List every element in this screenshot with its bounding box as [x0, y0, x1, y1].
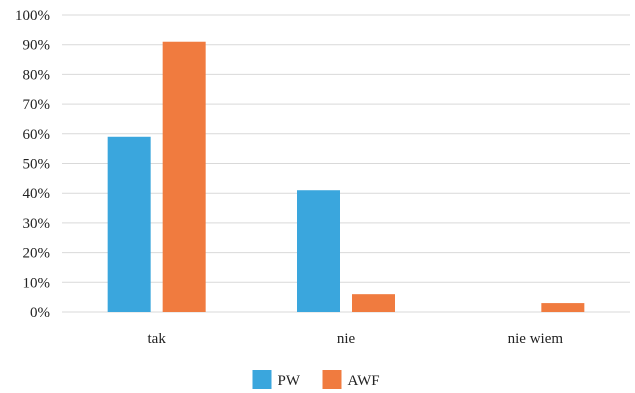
- legend-swatch-awf: [322, 370, 342, 389]
- bar-pw-nie: [297, 190, 340, 312]
- y-tick-label: 90%: [23, 38, 51, 54]
- y-tick-label: 30%: [23, 216, 51, 232]
- y-tick-label: 50%: [23, 157, 51, 173]
- category-label: nie: [337, 331, 356, 347]
- bar-pw-tak: [107, 136, 151, 312]
- y-axis-tick-labels: 0% 10% 20% 30% 40% 50% 60% 70% 80% 90% 100%: [15, 8, 50, 321]
- y-tick-label: 100%: [15, 8, 50, 24]
- bar-awf-nie-wiem: [541, 303, 585, 312]
- category-label: nie wiem: [508, 331, 564, 347]
- y-tick-label: 60%: [23, 127, 51, 143]
- legend-swatch-pw: [252, 370, 272, 389]
- bars: [107, 41, 585, 312]
- y-tick-label: 10%: [23, 275, 51, 291]
- y-tick-label: 70%: [23, 97, 51, 113]
- legend-label-awf: AWF: [348, 373, 380, 389]
- y-tick-label: 0%: [30, 305, 50, 321]
- y-tick-label: 40%: [23, 186, 51, 202]
- legend: PW AWF: [252, 370, 380, 389]
- gridlines: [62, 14, 630, 313]
- bar-awf-tak: [162, 41, 206, 312]
- y-tick-label: 20%: [23, 246, 51, 262]
- x-axis-category-labels: tak nie nie wiem: [148, 331, 564, 347]
- bar-awf-nie: [352, 294, 395, 312]
- y-tick-label: 80%: [23, 67, 51, 83]
- legend-label-pw: PW: [278, 373, 301, 389]
- category-label: tak: [148, 331, 167, 347]
